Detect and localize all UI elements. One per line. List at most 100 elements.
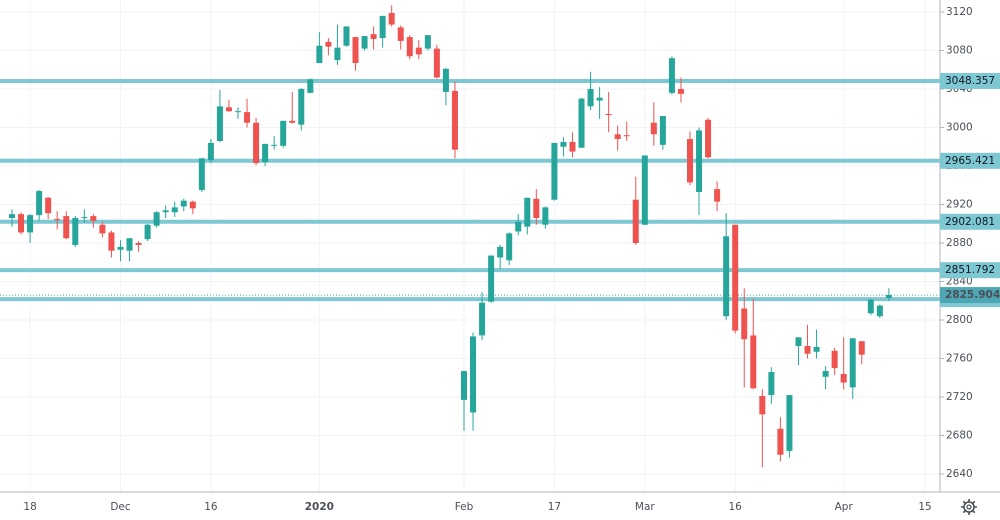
candle-body (108, 232, 115, 251)
x-tick-label: 18 (23, 501, 36, 513)
candle-body (696, 130, 703, 193)
last-price-box (940, 287, 1000, 304)
candle-body (406, 37, 413, 57)
y-tick-label: 2840 (946, 276, 973, 288)
candle-body (831, 350, 838, 369)
candle-body (343, 26, 350, 46)
candle-body (587, 89, 594, 107)
candle-body (461, 371, 467, 400)
candle-body (117, 246, 124, 250)
x-tick-label: 15 (918, 501, 931, 513)
y-tick-label: 2880 (946, 237, 973, 249)
x-tick-label: 2020 (305, 501, 334, 513)
candle-body (271, 144, 278, 146)
candle-body (750, 335, 757, 389)
x-tick-label: Dec (110, 501, 131, 513)
candle-body (54, 218, 61, 220)
candle-body (641, 155, 648, 225)
candle-body (99, 224, 106, 234)
level-label-box (940, 213, 1000, 230)
candle-body (379, 15, 386, 39)
candle-body (126, 238, 133, 251)
y-tick-label: 2920 (946, 199, 973, 211)
x-tick-label: 17 (548, 501, 561, 513)
candle-body (885, 294, 892, 298)
candle-body (560, 141, 567, 147)
candle-body (244, 112, 251, 123)
candle-body (777, 428, 784, 455)
candle-body (668, 58, 675, 93)
x-tick-label: Apr (835, 501, 854, 513)
candle-body (72, 217, 79, 245)
candle-body (153, 212, 160, 226)
candle-body (180, 200, 187, 207)
settings-icon[interactable] (961, 499, 977, 515)
candle-body (415, 47, 422, 55)
candle-body (36, 191, 43, 216)
y-tick-label: 2800 (946, 314, 973, 326)
candle-body (759, 396, 766, 415)
candle-body (298, 89, 305, 125)
candle-body (334, 47, 341, 61)
level-label: 2902.081 (945, 216, 995, 228)
y-tick-label: 3080 (946, 45, 973, 57)
candle-body (352, 37, 359, 64)
candle-body (162, 210, 169, 213)
candle-body (822, 371, 829, 377)
x-tick-label: Mar (635, 501, 655, 513)
candle-body (578, 98, 585, 148)
candle-body (732, 224, 739, 331)
candle-body (723, 236, 730, 317)
candle-body (361, 36, 368, 49)
candle-body (370, 34, 377, 39)
candle-body (144, 224, 151, 240)
level-label-box (940, 152, 1000, 169)
candle-body (289, 120, 296, 123)
y-tick-label: 2680 (946, 430, 973, 442)
candle-body (225, 107, 232, 112)
last-price-label: 2825.904 (945, 289, 1000, 301)
candle-body (533, 198, 540, 218)
candle-body (63, 216, 70, 239)
candle-body (442, 68, 449, 92)
y-tick-label: 3120 (946, 6, 973, 18)
candle-body (235, 111, 241, 113)
x-tick-label: 16 (204, 501, 218, 513)
candle-body (551, 142, 558, 200)
candle-body (813, 346, 820, 352)
candle-body (216, 106, 223, 141)
candle-body (768, 371, 775, 396)
candle-body (524, 197, 531, 227)
candle-body (280, 120, 287, 146)
candle-body (840, 373, 847, 383)
candle-body (542, 207, 549, 225)
candle-body (45, 197, 52, 214)
candle-body (433, 48, 440, 78)
candle-body (687, 139, 693, 183)
candle-body (867, 299, 874, 314)
candle-body (325, 41, 332, 47)
candle-body (506, 233, 513, 261)
y-tick-label: 2720 (946, 391, 973, 403)
candle-body (397, 27, 404, 41)
candle-body (858, 341, 865, 355)
candle-body (623, 135, 630, 137)
candle-body (253, 122, 260, 164)
candle-body (659, 115, 666, 145)
candle-body (27, 215, 34, 233)
candle-body (189, 201, 196, 209)
y-tick-label: 3000 (946, 122, 973, 134)
candle-body (741, 308, 748, 340)
candle-body (81, 217, 88, 219)
candle-body (388, 12, 395, 25)
candle-body (596, 97, 603, 101)
candle-body (470, 336, 477, 413)
candle-body (424, 35, 431, 49)
candle-body (705, 119, 712, 158)
candle-body (804, 345, 811, 354)
candle-body (207, 142, 214, 161)
candle-body (632, 199, 639, 244)
level-label: 2965.421 (945, 155, 995, 167)
x-tick-label: 16 (729, 501, 743, 513)
